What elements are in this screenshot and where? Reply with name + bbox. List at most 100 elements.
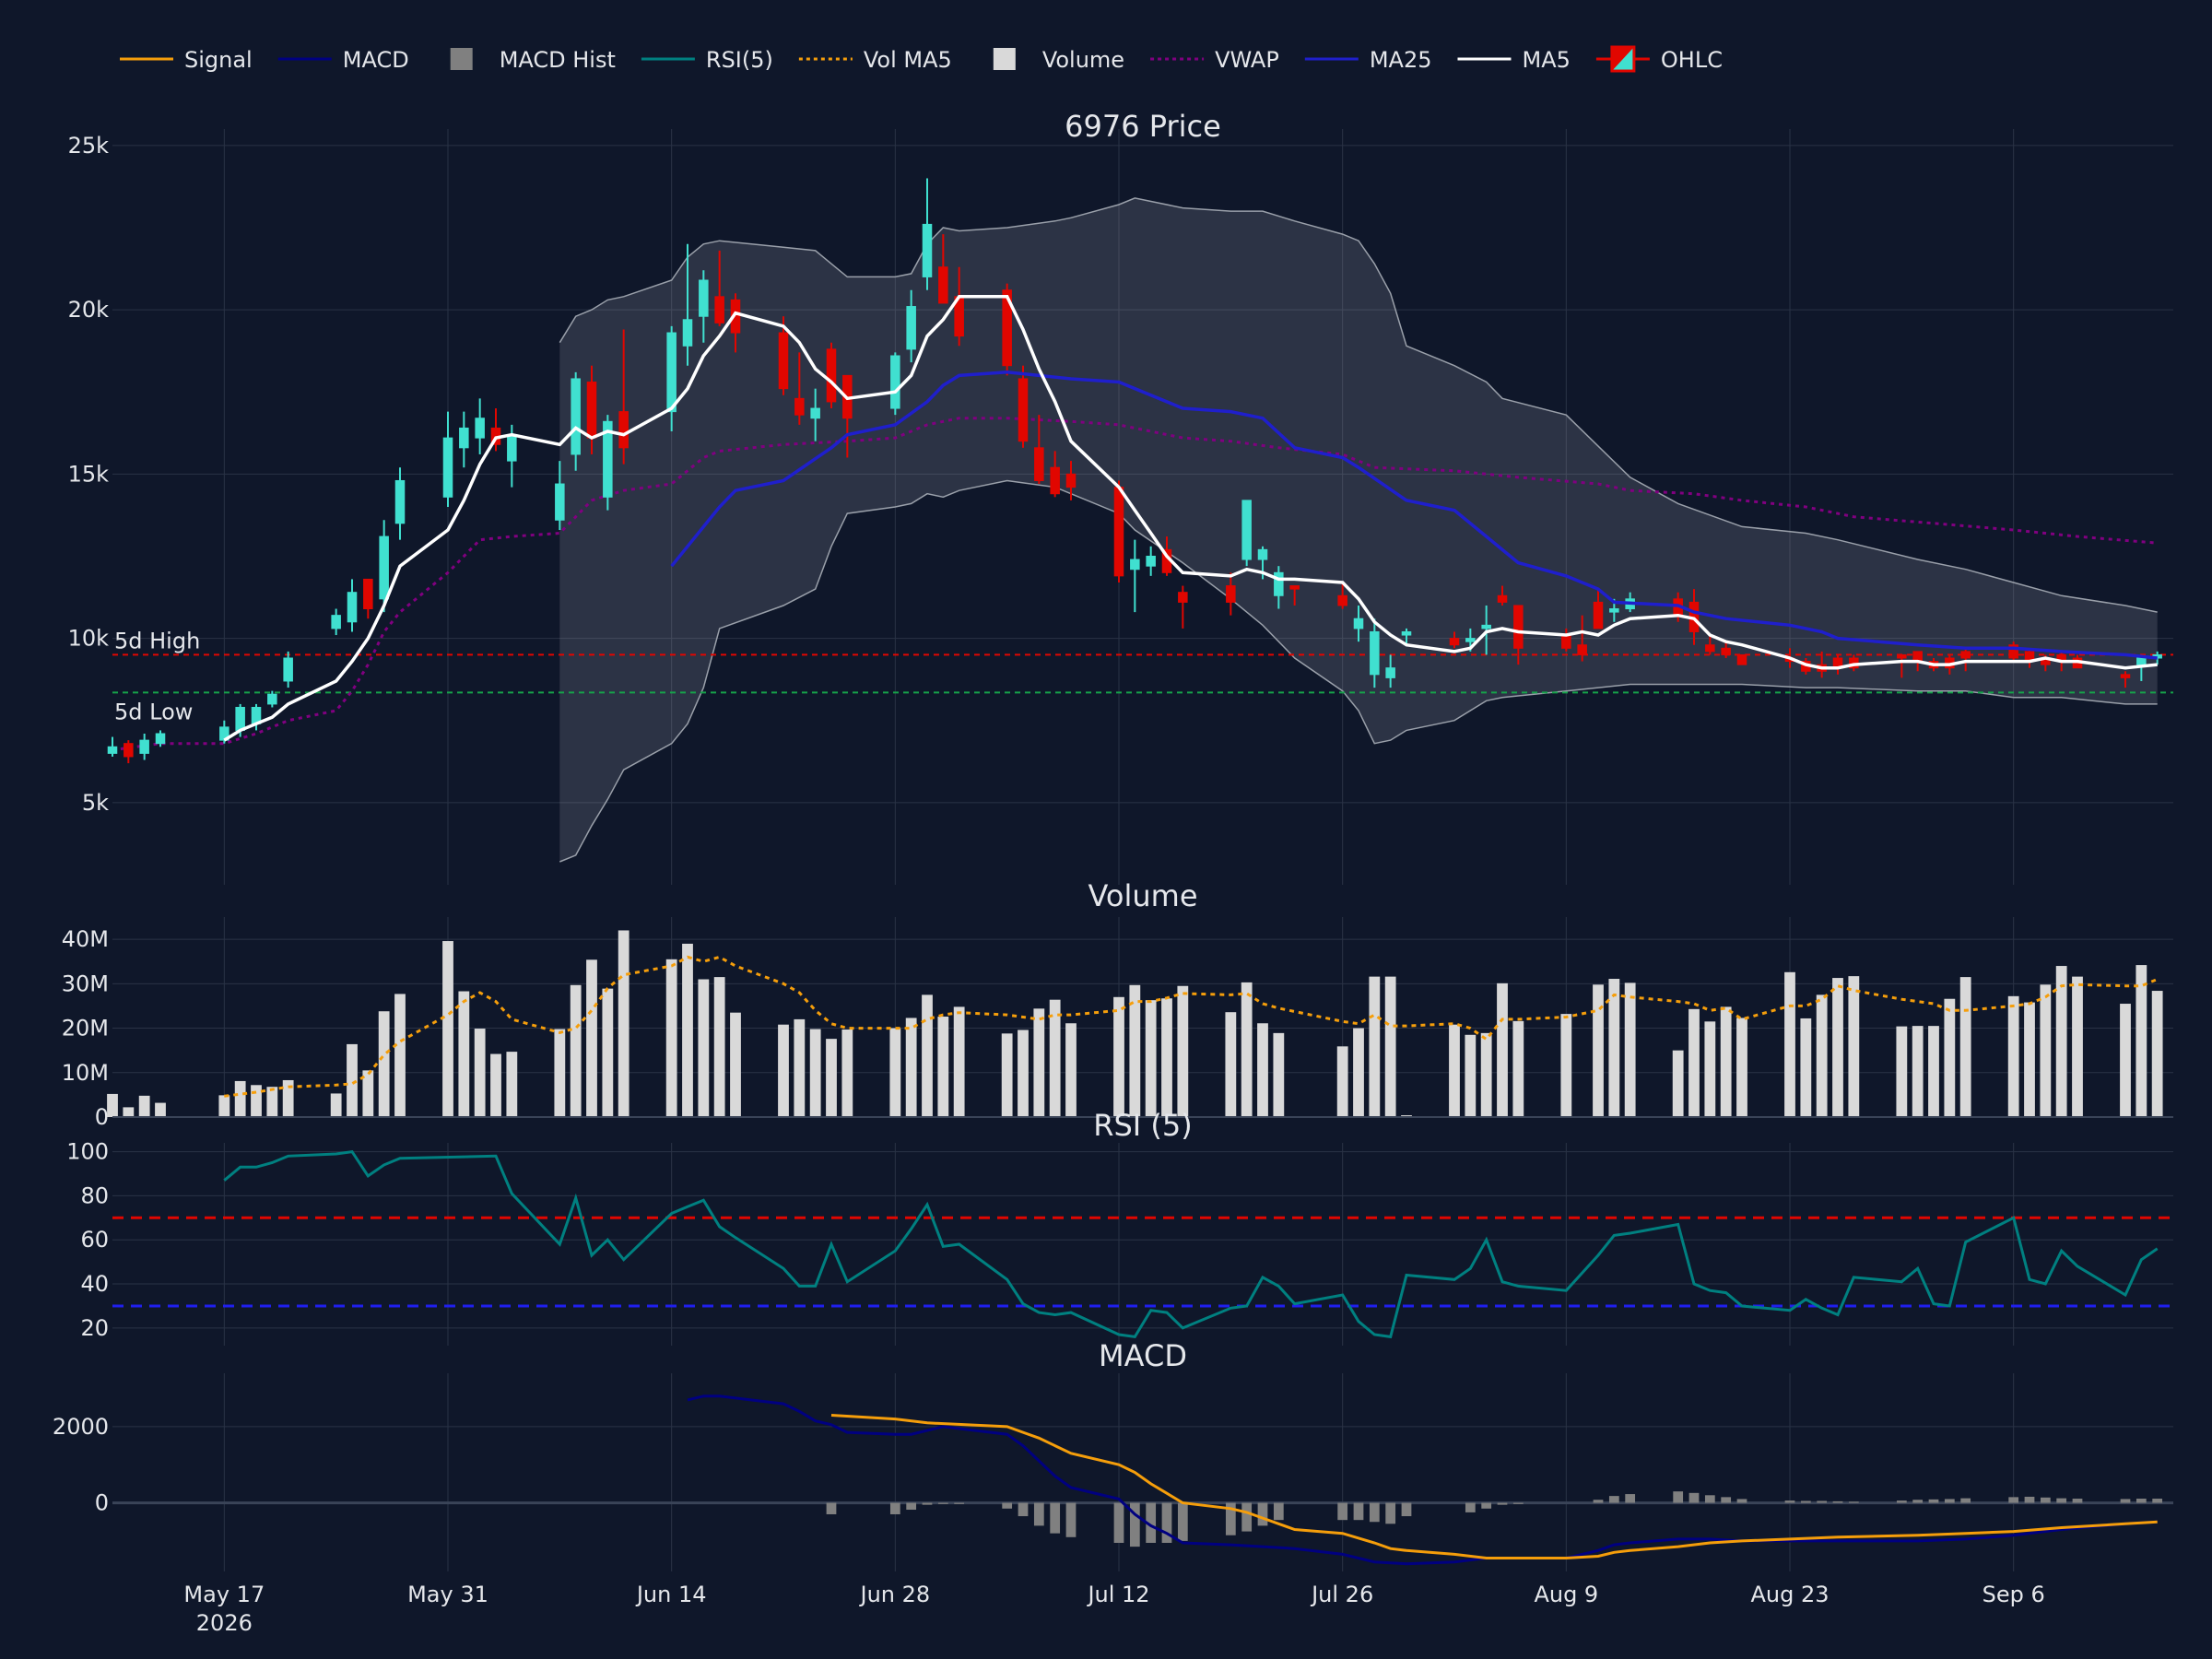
volume-bar — [442, 941, 453, 1117]
candle — [475, 398, 485, 454]
candle — [124, 740, 134, 764]
candle-body — [139, 739, 149, 754]
candle-body — [794, 397, 805, 416]
volume-bar — [362, 1070, 374, 1117]
macd-hist-bar — [1625, 1494, 1636, 1503]
legend-swatch — [993, 48, 1016, 70]
candle-body — [1274, 571, 1284, 596]
macd-hist-bar — [937, 1502, 948, 1504]
candle-body — [1065, 473, 1077, 488]
candle — [1960, 648, 1971, 672]
macd-hist-bar — [1497, 1502, 1508, 1505]
price-panel: 5k 10k 15k 20k 25k 6976 Price 5d High 5d Low — [68, 109, 2173, 885]
volume-bar — [1449, 1024, 1460, 1117]
volume-bar — [458, 991, 470, 1117]
legend-swatch — [450, 48, 473, 70]
volume-bar — [1161, 998, 1172, 1117]
candle — [1241, 500, 1252, 567]
candle — [1721, 641, 1731, 658]
volume-bar — [2024, 1002, 2035, 1117]
candle — [1018, 365, 1029, 448]
macd-hist-bar — [1912, 1500, 1924, 1503]
volume-bar — [1225, 1012, 1237, 1117]
candle-body — [1593, 601, 1604, 629]
bollinger-band — [559, 197, 2158, 862]
candle-body — [459, 427, 469, 449]
legend-label: MA5 — [1522, 47, 1570, 73]
volume-bar — [2072, 976, 2083, 1117]
candle — [1593, 589, 1604, 629]
candle-body — [1289, 585, 1300, 590]
candle-body — [124, 743, 134, 758]
volume-bar — [1033, 1008, 1045, 1117]
macd-hist-bar — [1241, 1502, 1253, 1532]
candle-body — [1497, 594, 1508, 603]
candle-body — [379, 535, 389, 600]
volume-bar — [234, 1080, 246, 1117]
volume-bar — [826, 1039, 837, 1117]
volume-bar — [1816, 994, 1828, 1117]
legend-item: Vol MA5 — [798, 47, 952, 73]
volume-bar — [730, 1012, 741, 1117]
macd-hist-bar — [922, 1502, 933, 1505]
candle — [283, 651, 293, 688]
volume-bar — [1672, 1050, 1684, 1117]
volume-bar — [2007, 995, 2019, 1117]
candle — [922, 178, 933, 290]
candle-body — [283, 657, 293, 682]
candle-body — [730, 299, 741, 334]
macd-hist-bar — [1960, 1498, 1971, 1503]
candle — [459, 411, 469, 468]
candle-body — [1481, 624, 1491, 629]
legend-label: Vol MA5 — [864, 47, 952, 73]
volume-bar — [266, 1087, 278, 1117]
macd-hist-bar — [2136, 1499, 2147, 1503]
x-tick-label: Jul 26 — [1310, 1582, 1373, 1607]
y-tick-label: 20k — [68, 297, 110, 323]
volume-bar — [1049, 999, 1061, 1117]
volume-bar — [1065, 1023, 1077, 1117]
volume-bar — [2151, 991, 2163, 1117]
candle-body — [603, 420, 613, 498]
panel-title: Volume — [1088, 878, 1197, 913]
macd-hist-bar — [1593, 1500, 1604, 1503]
volume-bar — [282, 1079, 294, 1117]
macd-hist-bar — [1800, 1500, 1811, 1503]
rsi-panel: 20 40 60 80 100 RSI (5) — [66, 1108, 2173, 1346]
volume-bar — [1704, 1021, 1716, 1117]
volume-bar — [778, 1024, 789, 1117]
macd-hist-bar — [2072, 1499, 2083, 1503]
volume-bar — [841, 1030, 853, 1117]
vol-ma5-line — [224, 955, 2159, 1098]
y-tick-label: 10M — [62, 1060, 109, 1086]
candle — [1034, 415, 1044, 485]
candle — [826, 342, 837, 409]
high-label: 5d High — [114, 628, 200, 653]
volume-bar — [713, 977, 725, 1117]
y-tick-label: 15k — [68, 461, 110, 487]
candle — [1370, 618, 1380, 688]
macd-hist-bar — [2024, 1496, 2035, 1503]
volume-bar — [1896, 1026, 1908, 1117]
ma25-line — [670, 371, 2158, 660]
macd-hist-bar — [1832, 1500, 1843, 1503]
candle-body — [682, 319, 693, 347]
candle-body — [1449, 638, 1460, 646]
candle-body — [666, 332, 677, 413]
legend-label: OHLC — [1661, 47, 1723, 73]
panel-title: 6976 Price — [1065, 109, 1221, 144]
macd-hist-bar — [1721, 1497, 1732, 1503]
macd-panel: 0 2000 MACD — [53, 1338, 2173, 1571]
macd-hist-bar — [1673, 1491, 1684, 1503]
volume-bar — [1257, 1023, 1268, 1117]
x-tick-label: Aug 9 — [1534, 1582, 1598, 1607]
band-lower-line — [559, 479, 2158, 863]
y-tick-label: 80 — [80, 1182, 109, 1208]
x-tick-label: Aug 23 — [1750, 1582, 1829, 1607]
candle — [730, 293, 741, 353]
volume-bar — [2055, 966, 2067, 1117]
candle-body — [1337, 594, 1347, 606]
macd-hist-bar — [826, 1502, 837, 1514]
candle — [810, 388, 820, 441]
volume-bar — [937, 1017, 949, 1117]
